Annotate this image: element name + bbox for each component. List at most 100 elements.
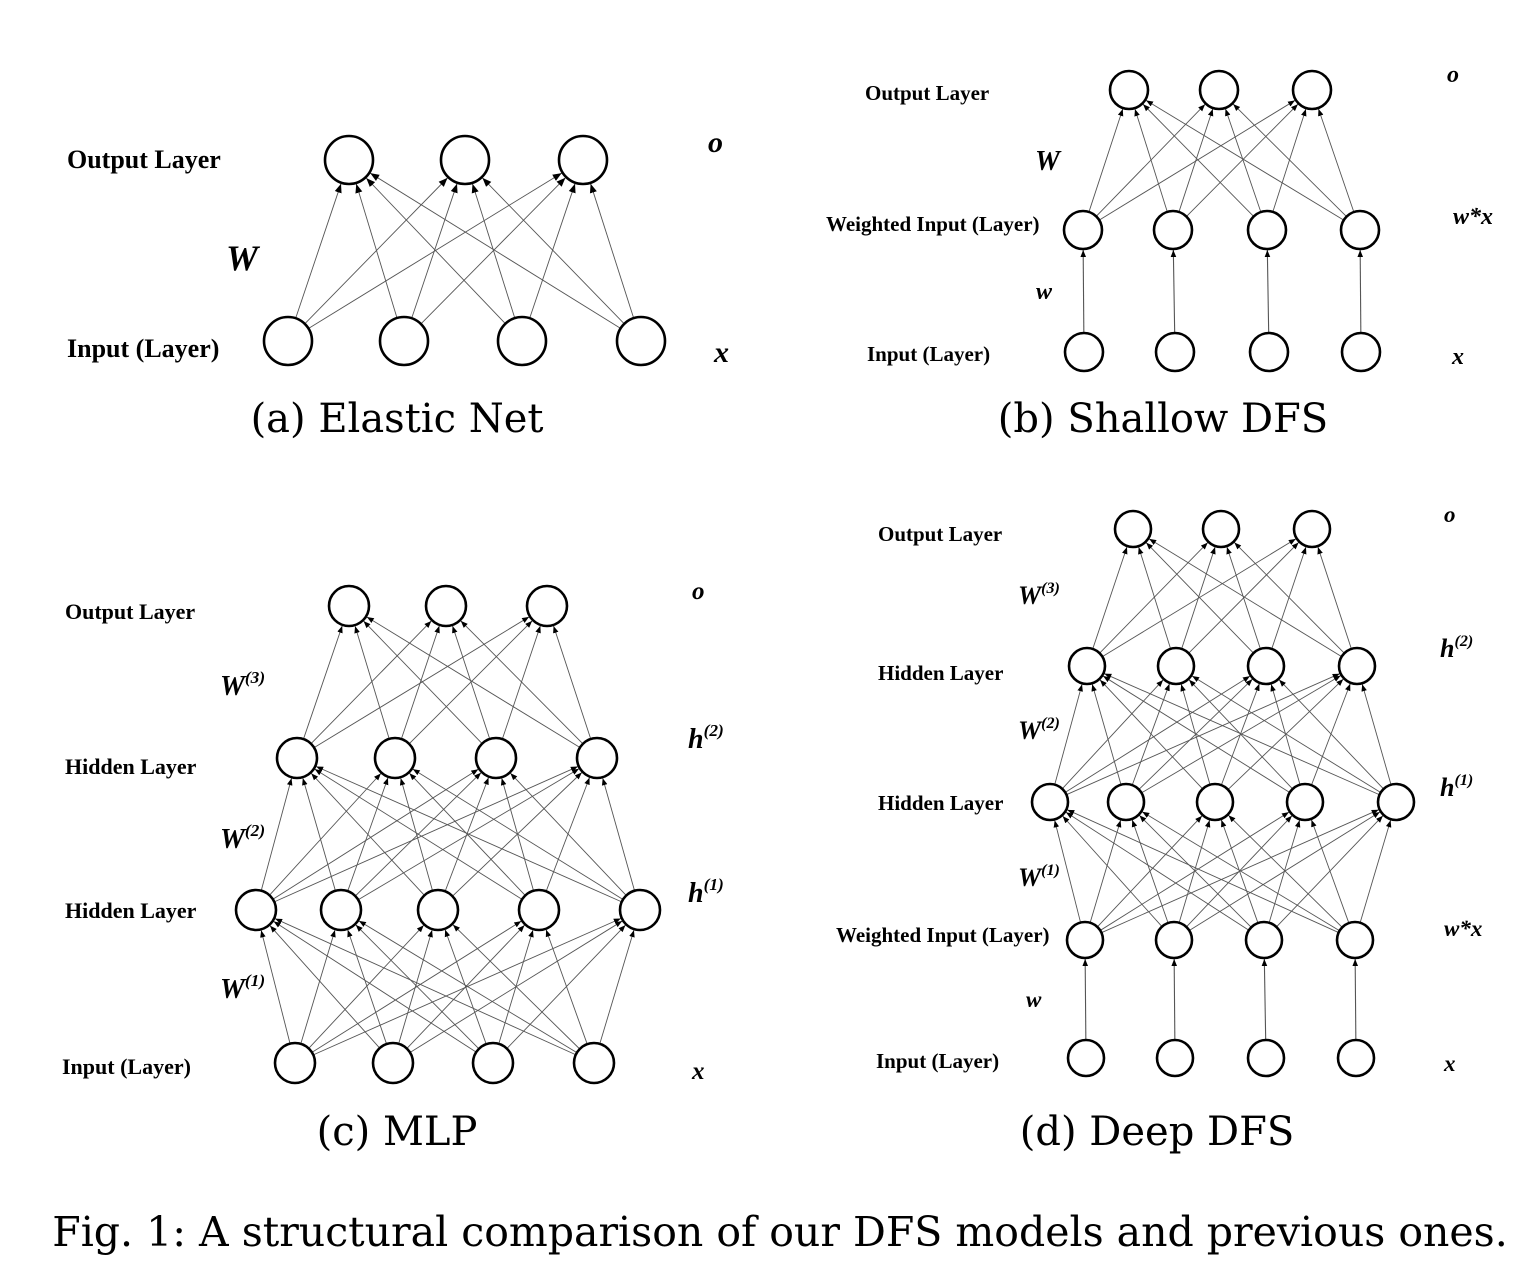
edges-d xyxy=(1053,538,1392,1041)
neuron-node xyxy=(1340,331,1382,373)
edge xyxy=(260,930,291,1044)
var-label-o: o xyxy=(708,126,723,159)
neuron-node xyxy=(1154,331,1196,373)
edge xyxy=(1089,820,1122,923)
edge xyxy=(444,777,489,892)
edge xyxy=(1145,99,1344,221)
caption-b: (b) Shallow DFS xyxy=(998,396,1328,442)
nodes-b xyxy=(1062,69,1382,373)
neuron-node xyxy=(557,134,609,186)
neuron-node xyxy=(1065,920,1105,960)
layer-label-output: Output Layer xyxy=(878,522,1002,546)
edge xyxy=(1104,673,1380,796)
edge xyxy=(1270,684,1301,785)
edge xyxy=(398,930,433,1044)
edge xyxy=(1225,108,1262,213)
neuron-node xyxy=(1246,1038,1286,1078)
neuron-node xyxy=(1152,209,1194,251)
edge xyxy=(601,778,635,891)
var-label-W1: W(1) xyxy=(220,971,265,1005)
neuron-node xyxy=(1339,209,1381,251)
edge xyxy=(366,616,581,748)
neuron-node xyxy=(572,1041,616,1085)
edge xyxy=(295,183,342,319)
edge xyxy=(370,172,621,329)
neuron-node xyxy=(378,315,430,367)
neuron-node xyxy=(1062,209,1104,251)
layer-label-output: Output Layer xyxy=(65,599,195,624)
var-label-W: W xyxy=(226,238,261,278)
weight-edge xyxy=(1264,249,1271,334)
edge xyxy=(1268,820,1301,923)
neuron-node xyxy=(424,584,468,628)
neuron-node xyxy=(1291,69,1333,111)
edge xyxy=(300,929,336,1044)
edge xyxy=(355,183,398,319)
edge xyxy=(1311,819,1350,924)
edge xyxy=(1318,108,1355,213)
layer-label-output: Output Layer xyxy=(67,145,221,174)
edge xyxy=(273,921,477,1053)
var-label-x: x xyxy=(713,336,729,369)
edge xyxy=(1067,809,1339,933)
edge xyxy=(545,929,588,1045)
edge xyxy=(1064,675,1251,793)
edge xyxy=(1099,679,1203,790)
edge xyxy=(1099,542,1209,654)
nodes-d xyxy=(1030,509,1416,1078)
var-label-o: o xyxy=(1447,62,1459,88)
edge xyxy=(589,183,635,319)
layer-label-weighted-input: Weighted Input (Layer) xyxy=(826,212,1040,236)
panel-shallow-dfs: Output Layer Weighted Input (Layer) Inpu… xyxy=(826,62,1493,442)
edge xyxy=(1186,103,1299,217)
var-label-h1: h(1) xyxy=(1440,772,1473,802)
neuron-node xyxy=(1246,209,1288,251)
var-label-W3: W(3) xyxy=(1018,580,1060,610)
var-label-W2: W(2) xyxy=(220,821,265,855)
neuron-node xyxy=(1244,920,1284,960)
var-label-o: o xyxy=(1444,502,1456,527)
caption-d: (d) Deep DFS xyxy=(1020,1109,1295,1155)
neuron-node xyxy=(439,134,491,186)
edge xyxy=(1131,819,1169,924)
edge xyxy=(347,929,387,1045)
figure-caption: Fig. 1: A structural comparison of our D… xyxy=(52,1208,1508,1256)
edge xyxy=(1134,108,1168,213)
edge xyxy=(1142,103,1254,217)
weight-edge xyxy=(1171,958,1178,1041)
edge xyxy=(303,625,343,740)
edge xyxy=(1278,679,1384,790)
edge xyxy=(308,925,424,1049)
edge xyxy=(1191,675,1381,793)
edge xyxy=(354,625,390,739)
neuron-node xyxy=(1248,331,1290,373)
nodes-c xyxy=(234,584,662,1085)
edge xyxy=(460,620,584,745)
layer-label-hidden-2: Hidden Layer xyxy=(878,661,1003,685)
edge xyxy=(1142,811,1340,932)
edge xyxy=(365,177,506,324)
edge xyxy=(599,929,635,1044)
layer-label-hidden-2: Hidden Layer xyxy=(65,754,197,779)
edge xyxy=(1088,108,1124,213)
edge xyxy=(302,778,336,891)
neuron-node xyxy=(1156,646,1196,686)
edge xyxy=(363,620,483,744)
neuron-node xyxy=(517,888,561,932)
weight-edge xyxy=(1352,958,1359,1041)
edge xyxy=(452,625,491,740)
edge xyxy=(358,920,578,1054)
neuron-node xyxy=(575,736,619,780)
neuron-node xyxy=(1335,920,1375,960)
edge xyxy=(1220,819,1259,924)
layer-label-hidden-1: Hidden Layer xyxy=(65,898,197,923)
var-label-W1: W(1) xyxy=(1018,862,1060,892)
edge xyxy=(310,620,432,745)
edge xyxy=(274,766,579,903)
edge xyxy=(311,920,522,1053)
edge xyxy=(316,766,622,903)
edges-a xyxy=(295,172,635,329)
edge xyxy=(1148,538,1342,657)
var-label-h2: h(2) xyxy=(688,721,724,755)
edge xyxy=(1188,679,1293,790)
